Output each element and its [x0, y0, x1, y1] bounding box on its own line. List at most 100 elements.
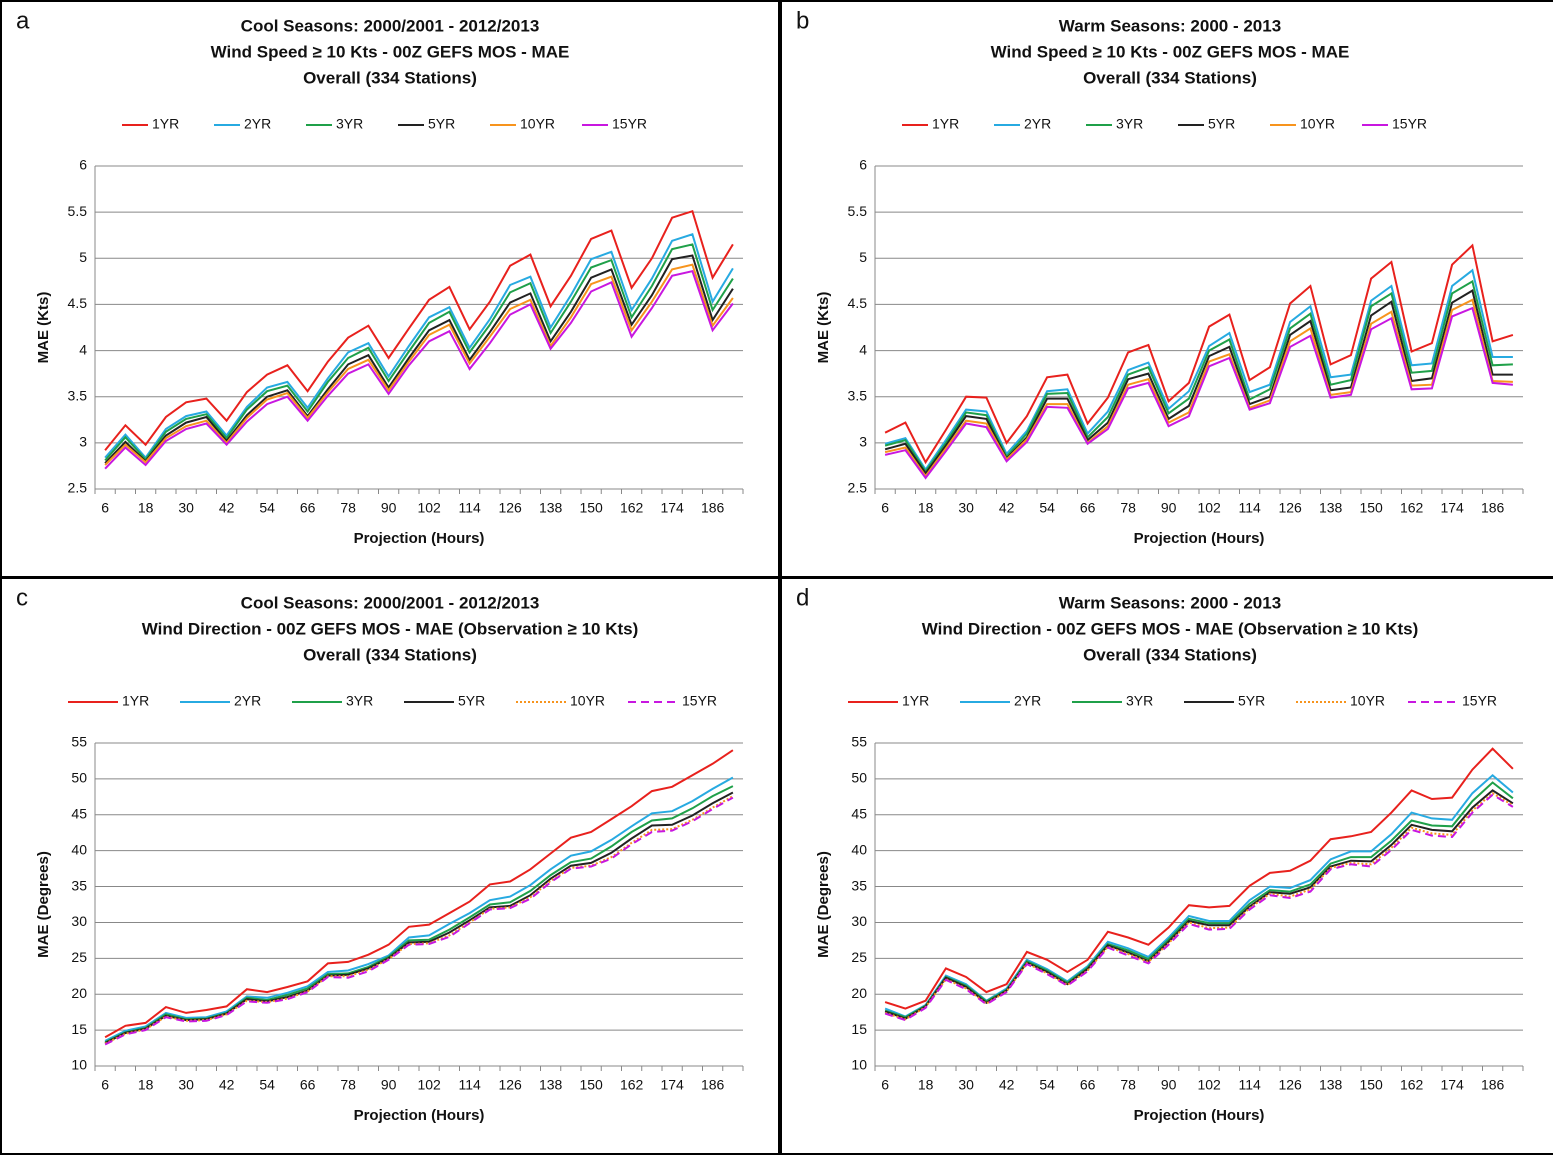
series-line	[104, 791, 734, 1044]
x-tick-label: 30	[178, 1077, 194, 1093]
y-tick-label: 15	[851, 1021, 867, 1037]
y-tick-label: 35	[851, 877, 867, 893]
x-tick-label: 54	[259, 1077, 275, 1093]
x-tick-label: 30	[958, 500, 974, 516]
series-line	[104, 270, 734, 470]
x-tick-label: 138	[1319, 1077, 1343, 1093]
series-line	[104, 796, 734, 1046]
legend-label: 3YR	[1116, 116, 1143, 132]
legend-label: 1YR	[152, 116, 179, 132]
y-tick-label: 5.5	[848, 203, 868, 219]
y-tick-label: 6	[859, 157, 867, 173]
y-tick-label: 55	[851, 734, 867, 750]
y-tick-label: 5	[859, 249, 867, 265]
y-tick-label: 45	[851, 805, 867, 821]
x-axis-label: Projection (Hours)	[354, 530, 485, 547]
x-tick-label: 174	[1440, 1077, 1464, 1093]
legend-label: 2YR	[1024, 116, 1051, 132]
y-tick-label: 20	[71, 985, 87, 1001]
x-tick-label: 54	[1039, 500, 1055, 516]
panel: d Warm Seasons: 2000 - 2013 Wind Direction…	[780, 577, 1553, 1155]
x-tick-label: 162	[1400, 1077, 1424, 1093]
x-tick-label: 42	[219, 500, 235, 516]
chart-title: Overall (334 Stations)	[1083, 68, 1257, 87]
series-line	[884, 789, 1514, 1020]
y-tick-label: 50	[71, 770, 87, 786]
x-tick-label: 162	[620, 500, 644, 516]
series-line	[884, 747, 1514, 1010]
x-tick-label: 78	[1120, 1077, 1136, 1093]
y-tick-label: 50	[851, 770, 867, 786]
x-tick-label: 90	[1161, 500, 1177, 516]
series-line	[104, 749, 734, 1039]
x-tick-label: 6	[101, 500, 109, 516]
x-tick-label: 18	[918, 500, 934, 516]
legend-label: 15YR	[1392, 116, 1427, 132]
legend-label: 5YR	[1238, 693, 1265, 709]
x-tick-label: 66	[1080, 1077, 1096, 1093]
y-tick-label: 4.5	[848, 295, 868, 311]
x-tick-label: 186	[1481, 1077, 1505, 1093]
x-tick-label: 102	[1197, 1077, 1221, 1093]
x-tick-label: 126	[498, 1077, 522, 1093]
chart-title: Wind Speed ≥ 10 Kts - 00Z GEFS MOS - MAE	[211, 42, 570, 61]
chart-title: Overall (334 Stations)	[303, 68, 477, 87]
x-axis-label: Projection (Hours)	[354, 1107, 485, 1124]
y-tick-label: 5.5	[68, 203, 88, 219]
legend-label: 2YR	[1014, 693, 1041, 709]
legend-label: 5YR	[428, 116, 455, 132]
y-tick-label: 15	[71, 1021, 87, 1037]
y-tick-label: 35	[71, 877, 87, 893]
x-tick-label: 18	[138, 1077, 154, 1093]
series-line	[884, 773, 1514, 1018]
legend-label: 1YR	[122, 693, 149, 709]
x-tick-label: 186	[1481, 500, 1505, 516]
y-tick-label: 10	[71, 1057, 87, 1073]
x-tick-label: 102	[417, 500, 441, 516]
x-tick-label: 78	[340, 1077, 356, 1093]
y-tick-label: 40	[71, 841, 87, 857]
legend-label: 2YR	[234, 693, 261, 709]
legend-label: 10YR	[570, 693, 605, 709]
y-tick-label: 3.5	[68, 387, 88, 403]
series-line	[884, 279, 1513, 474]
x-tick-label: 126	[1278, 500, 1302, 516]
panel: b Warm Seasons: 2000 - 2013 Wind Speed ≥ 1…	[780, 0, 1553, 578]
y-tick-label: 3	[859, 434, 867, 450]
legend-label: 10YR	[1350, 693, 1385, 709]
y-tick-label: 20	[851, 985, 867, 1001]
chart-title: Wind Direction - 00Z GEFS MOS - MAE (Obs…	[142, 619, 639, 638]
panel-border	[780, 577, 1553, 1155]
panel-label: b	[796, 7, 809, 34]
panel-label: a	[16, 7, 30, 34]
y-tick-label: 25	[851, 949, 867, 965]
y-axis-label: MAE (Kts)	[815, 292, 832, 364]
series-line	[884, 781, 1514, 1019]
legend-label: 1YR	[902, 693, 929, 709]
x-tick-label: 90	[381, 1077, 397, 1093]
series-line	[104, 243, 734, 462]
x-tick-label: 42	[999, 1077, 1015, 1093]
series-line	[104, 233, 734, 460]
x-tick-label: 42	[999, 500, 1015, 516]
x-tick-label: 174	[1440, 500, 1464, 516]
x-tick-label: 174	[660, 500, 684, 516]
y-tick-label: 2.5	[68, 480, 88, 496]
y-tick-label: 55	[71, 734, 87, 750]
x-tick-label: 114	[1238, 1077, 1261, 1093]
series-line	[884, 793, 1514, 1022]
series-line	[104, 209, 734, 451]
chart-title: Cool Seasons: 2000/2001 - 2012/2013	[241, 593, 540, 612]
chart-title: Wind Speed ≥ 10 Kts - 00Z GEFS MOS - MAE	[991, 42, 1350, 61]
y-axis-label: MAE (Kts)	[35, 292, 52, 364]
panel: c Cool Seasons: 2000/2001 - 2012/2013 Wind…	[0, 577, 780, 1155]
x-tick-label: 6	[881, 1077, 889, 1093]
x-tick-label: 66	[1080, 500, 1096, 516]
y-tick-label: 5	[79, 249, 87, 265]
x-tick-label: 66	[300, 500, 316, 516]
x-tick-label: 90	[1161, 1077, 1177, 1093]
x-tick-label: 78	[1120, 500, 1136, 516]
series-line	[104, 776, 734, 1042]
chart-title: Overall (334 Stations)	[303, 645, 477, 664]
